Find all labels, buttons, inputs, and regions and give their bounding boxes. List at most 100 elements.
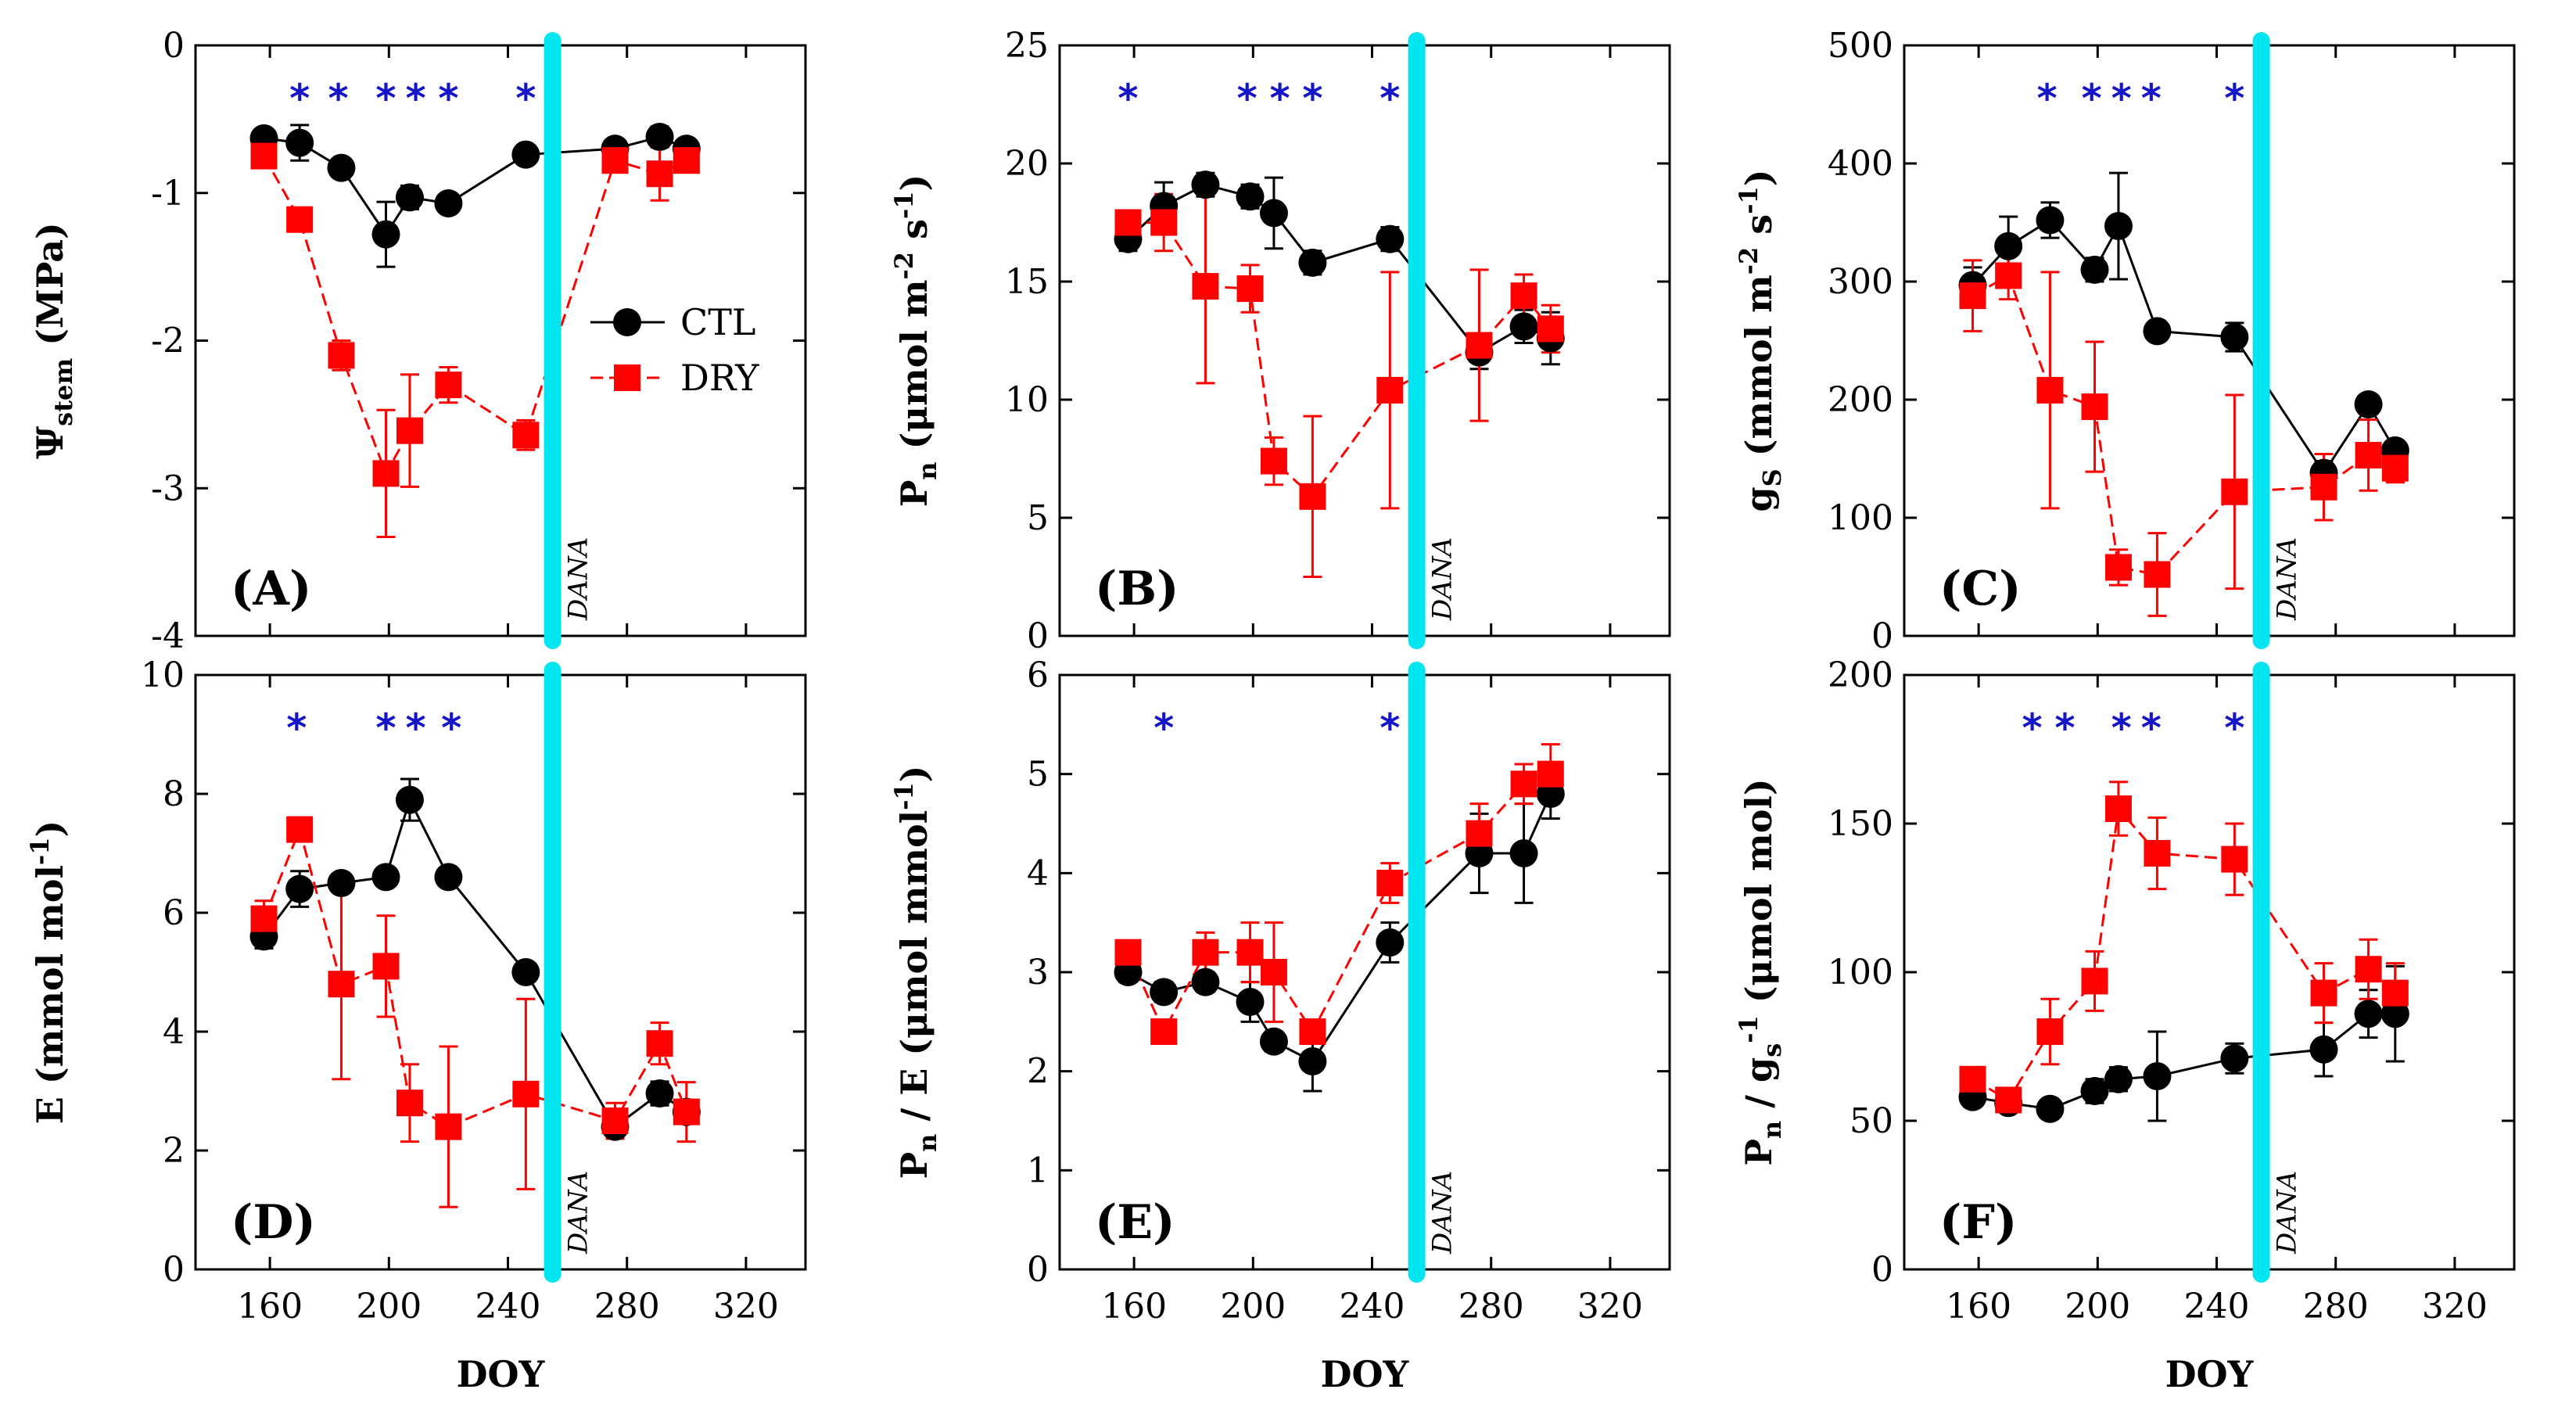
data-point-ctl (2080, 255, 2109, 284)
y-axis-title-mid: s (1738, 214, 1780, 247)
panel-E: 0 1 2 3 4 5 6 160 200 240 280 320 DOY Pn / E (μmol mm… (889, 655, 1671, 1395)
data-point-dry (1114, 939, 1142, 966)
series-line-dry (1971, 806, 2396, 1102)
y-tick-label: 4 (1027, 853, 1049, 893)
y-tick-label: -4 (151, 616, 185, 656)
data-point-dry (646, 1030, 673, 1057)
dana-label: DANA (1427, 1171, 1458, 1255)
y-axis-title-base: g (1738, 486, 1780, 512)
y-tick-label: 8 (163, 774, 185, 814)
data-point-dry (1959, 1065, 1986, 1093)
data-point-ctl (645, 123, 674, 152)
significance-mark: * (2141, 705, 2162, 751)
x-tick-label: 200 (356, 1287, 422, 1326)
significance-mark: * (1153, 705, 1174, 751)
y-tick-label: 2 (1027, 1052, 1049, 1092)
data-point-ctl (1509, 839, 1538, 867)
data-point-ctl (2104, 1064, 2133, 1093)
y-tick-label: 3 (1027, 953, 1049, 993)
y-tick-label: 200 (1828, 380, 1893, 420)
data-point-dry (396, 417, 423, 444)
y-tick-label: 20 (1005, 144, 1049, 184)
data-point-ctl (511, 958, 540, 986)
significance-mark: * (441, 705, 461, 751)
data-point-dry (396, 1090, 423, 1117)
y-axis-title-rest: (mmol m (1738, 275, 1780, 468)
y-tick-label: 0 (1027, 1250, 1049, 1290)
y-tick-label: 6 (1027, 655, 1049, 695)
data-point-dry (2310, 473, 2337, 501)
data-point-dry (1236, 275, 1264, 303)
data-point-dry (601, 1107, 629, 1134)
x-tick-label: 160 (1101, 1287, 1167, 1326)
y-tick-label: 0 (1871, 1250, 1893, 1290)
data-point-dry (1236, 939, 1264, 966)
y-axis-title-sup1: -1 (889, 782, 919, 810)
data-point-dry (1299, 483, 1326, 510)
y-tick-label: 25 (1005, 26, 1049, 66)
series-line-dry (1971, 274, 2396, 576)
data-point-ctl (327, 869, 356, 897)
data-point-dry (1299, 1018, 1326, 1045)
data-point-ctl (2143, 1062, 2172, 1090)
panel-label: (B) (1095, 562, 1179, 616)
data-point-ctl (327, 153, 356, 182)
series-line-ctl (264, 135, 687, 237)
significance-mark: * (2111, 76, 2132, 121)
data-point-dry (328, 342, 355, 369)
significance-mark: * (405, 76, 425, 121)
dana-label: DANA (2272, 537, 2303, 621)
data-point-ctl (2143, 317, 2172, 346)
data-point-dry (286, 816, 314, 843)
x-tick-label: 280 (1458, 1287, 1524, 1326)
data-point-ctl (2380, 1000, 2409, 1028)
data-point-dry (601, 147, 629, 174)
data-point-dry (1995, 1086, 2022, 1114)
y-axis-title-end: ) (1738, 169, 1780, 186)
dana-label: DANA (563, 537, 594, 621)
series-line-ctl (263, 796, 687, 1129)
significance-mark: * (286, 705, 307, 751)
significance-mark: * (375, 76, 396, 121)
series-line-ctl (1971, 218, 2397, 476)
y-tick-label: 10 (1005, 380, 1049, 420)
y-axis-title-base: P (893, 1152, 935, 1179)
significance-mark: * (2141, 76, 2162, 121)
y-tick-label: 100 (1828, 498, 1893, 538)
series-line-ctl (1127, 183, 1552, 354)
x-tick-label: 280 (2303, 1287, 2369, 1326)
y-tick-label: 0 (1027, 616, 1049, 656)
data-point-ctl (285, 128, 314, 157)
x-tick-label: 320 (713, 1287, 779, 1326)
x-tick-label: 280 (594, 1287, 660, 1326)
y-tick-label: 1 (1027, 1151, 1049, 1190)
data-point-dry (2036, 376, 2064, 404)
data-point-dry (646, 160, 673, 188)
data-point-ctl (434, 863, 463, 892)
y-tick-label: 6 (163, 893, 185, 933)
data-point-dry (1150, 209, 1178, 236)
significance-mark: * (2082, 76, 2102, 121)
series-line-dry (1127, 773, 1552, 1035)
data-point-ctl (2036, 1094, 2065, 1123)
dana-label: DANA (1427, 537, 1458, 621)
data-point-ctl (1509, 312, 1538, 341)
data-point-dry (250, 905, 278, 932)
data-point-dry (372, 953, 400, 980)
data-point-ctl (2309, 1035, 2338, 1064)
y-tick-label: -1 (151, 174, 185, 214)
y-axis-title-mid: (μmol mol (1738, 795, 1780, 1015)
significance-mark: * (328, 76, 349, 121)
data-point-ctl (1191, 171, 1220, 199)
y-axis-title-sup2: -1 (889, 191, 919, 219)
data-point-dry (372, 460, 400, 487)
data-point-dry (435, 1113, 462, 1140)
y-axis-title-sup1: -1 (25, 838, 55, 866)
y-tick-label: 2 (163, 1131, 185, 1171)
data-point-dry (1466, 820, 1493, 847)
y-tick-label: -2 (151, 321, 185, 361)
data-point-ctl (1236, 182, 1265, 211)
legend-label-ctl: CTL (680, 301, 755, 343)
data-point-dry (2144, 840, 2171, 867)
